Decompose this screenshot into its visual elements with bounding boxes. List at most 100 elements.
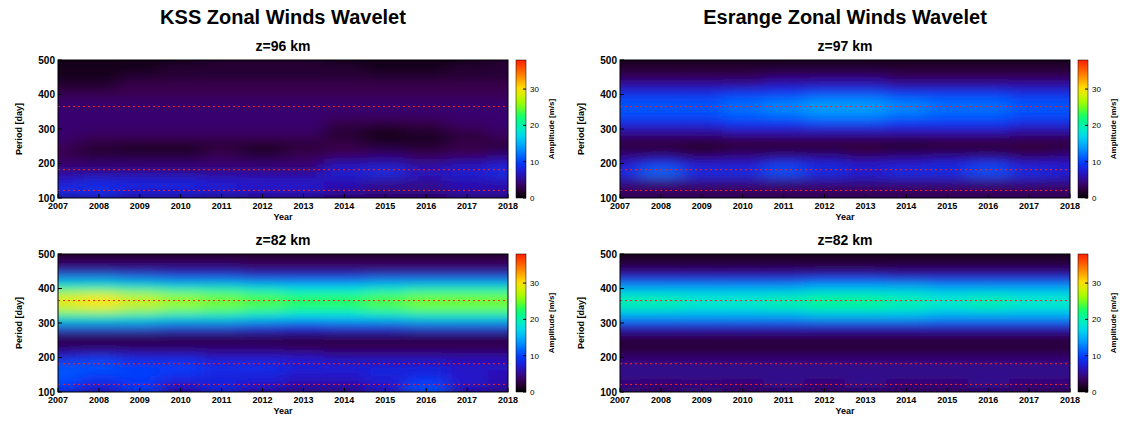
- cells: [58, 254, 508, 392]
- cell: [119, 159, 160, 168]
- y-tick-label: 300: [600, 124, 617, 135]
- cell: [927, 151, 968, 160]
- cell: [242, 319, 283, 328]
- cell: [620, 353, 641, 362]
- cell: [201, 276, 242, 285]
- cell: [763, 64, 804, 73]
- cell: [1050, 267, 1070, 276]
- cell: [927, 133, 968, 142]
- cell: [119, 60, 160, 65]
- cell: [927, 293, 968, 302]
- cell: [968, 353, 1009, 362]
- cell: [365, 319, 406, 328]
- cell: [722, 107, 763, 116]
- cell: [845, 133, 886, 142]
- cell: [640, 254, 681, 259]
- cell: [324, 319, 365, 328]
- colorbar-tick: [1085, 125, 1088, 126]
- cell: [763, 353, 804, 362]
- cell: [201, 353, 242, 362]
- cell: [1009, 362, 1050, 371]
- cell: [804, 362, 845, 371]
- cell: [1009, 107, 1050, 116]
- cell: [242, 327, 283, 336]
- cell: [640, 133, 681, 142]
- cell: [763, 362, 804, 371]
- x-tick-label: 2014: [334, 201, 354, 211]
- cell: [488, 176, 508, 185]
- cell: [160, 362, 201, 371]
- x-tick-label: 2012: [253, 201, 273, 211]
- cell: [845, 64, 886, 73]
- cell: [763, 176, 804, 185]
- cell: [845, 194, 886, 198]
- x-tick-label: 2014: [896, 201, 916, 211]
- plot-background: [620, 254, 1070, 392]
- cell: [1009, 319, 1050, 328]
- cell: [722, 64, 763, 73]
- y-tick: [620, 163, 624, 164]
- cell: [968, 116, 1009, 125]
- cell: [406, 107, 447, 116]
- cell: [283, 60, 324, 65]
- colorbar: [516, 254, 526, 392]
- cell: [722, 370, 763, 379]
- cell: [886, 142, 927, 151]
- x-tick: [906, 194, 907, 198]
- x-tick: [508, 194, 509, 198]
- cell: [242, 151, 283, 160]
- cell: [283, 353, 324, 362]
- cell: [488, 336, 508, 345]
- cell: [58, 345, 79, 354]
- cell: [283, 258, 324, 267]
- reference-line: [620, 300, 1070, 301]
- cell: [804, 151, 845, 160]
- cell: [681, 64, 722, 73]
- cell: [763, 345, 804, 354]
- colorbar-tick-label: 0: [1092, 194, 1097, 203]
- cell: [927, 301, 968, 310]
- cells: [620, 254, 1070, 392]
- panel-title: KSS Zonal Winds Wavelet: [160, 6, 406, 28]
- cell: [620, 151, 641, 160]
- x-tick-label: 2014: [334, 395, 354, 405]
- cell: [681, 168, 722, 177]
- cell: [1050, 258, 1070, 267]
- cell: [324, 276, 365, 285]
- cell: [927, 276, 968, 285]
- cell: [1009, 301, 1050, 310]
- cell: [1009, 258, 1050, 267]
- cell: [722, 82, 763, 91]
- cell: [365, 60, 406, 65]
- cell: [1009, 276, 1050, 285]
- cell: [406, 258, 447, 267]
- cell: [406, 125, 447, 134]
- cell: [845, 284, 886, 293]
- cell: [640, 107, 681, 116]
- y-tick: [58, 94, 62, 95]
- cell: [1009, 90, 1050, 99]
- cell: [488, 254, 508, 259]
- cell: [1009, 388, 1050, 392]
- cell: [242, 345, 283, 354]
- cell: [968, 258, 1009, 267]
- x-tick-label: 2018: [1060, 395, 1080, 405]
- cell: [119, 319, 160, 328]
- cell: [1009, 293, 1050, 302]
- cell: [78, 310, 119, 319]
- cell: [968, 142, 1009, 151]
- panel-subtitle: z=82 km: [818, 232, 873, 248]
- cell: [763, 327, 804, 336]
- cell: [201, 64, 242, 73]
- cell: [78, 284, 119, 293]
- cell: [242, 73, 283, 82]
- cell: [620, 310, 641, 319]
- cell: [160, 353, 201, 362]
- cell: [681, 125, 722, 134]
- cell: [324, 142, 365, 151]
- cell: [447, 73, 488, 82]
- cell: [406, 327, 447, 336]
- reference-line: [620, 384, 1070, 385]
- cell: [968, 327, 1009, 336]
- cell: [968, 370, 1009, 379]
